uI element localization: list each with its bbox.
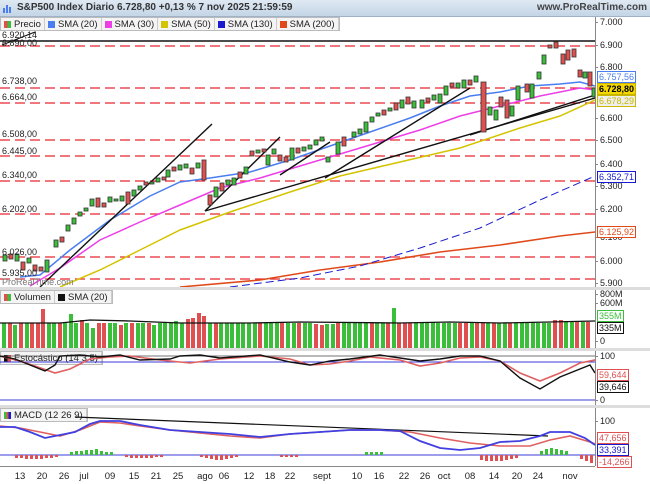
macd-legend: MACD (12 26 9) bbox=[0, 408, 88, 422]
time-axis[interactable]: 13 20 26 jul 09 15 21 25 ago 06 12 18 22… bbox=[0, 466, 595, 484]
support-resistance-lines bbox=[0, 45, 595, 280]
sma20-value-tag: 6.757,56 bbox=[597, 71, 637, 83]
legend-volumen[interactable]: Volumen bbox=[1, 291, 55, 303]
volume-sma-value-tag: 335M bbox=[597, 322, 624, 334]
level-label: 6.445,00 bbox=[2, 146, 38, 156]
legend-macd[interactable]: MACD (12 26 9) bbox=[1, 409, 87, 421]
sma20-swatch-icon bbox=[47, 20, 55, 28]
sma30-swatch-icon bbox=[104, 20, 112, 28]
macd-histogram bbox=[15, 448, 593, 463]
volume-sma-line bbox=[0, 319, 595, 324]
legend-sma130[interactable]: SMA (130) bbox=[215, 18, 277, 30]
sma130-value-tag: 6.352,71 bbox=[597, 171, 637, 183]
watermark: ProRealTime.com bbox=[2, 277, 74, 287]
macd-swatch-icon bbox=[4, 411, 11, 419]
stochastic-d-value-tag: 59,644 bbox=[597, 369, 629, 381]
level-label: 6.890,00 bbox=[2, 38, 38, 48]
site-link[interactable]: www.ProRealTime.com bbox=[536, 2, 647, 13]
chart-title: S&P500 Index Diario 6.728,80 +0,13 % 7 n… bbox=[17, 2, 293, 13]
panel-separator[interactable] bbox=[0, 348, 650, 351]
level-label: 6.202,00 bbox=[2, 204, 38, 214]
volume-swatch-icon bbox=[4, 293, 11, 301]
level-label: 6.340,00 bbox=[2, 170, 38, 180]
chart-logo-icon bbox=[3, 5, 11, 13]
level-label: 6.664,00 bbox=[2, 92, 38, 102]
panel-separator[interactable] bbox=[0, 405, 650, 408]
level-label: 6.738,00 bbox=[2, 76, 38, 86]
sma50-value-tag: 6.678,29 bbox=[597, 95, 637, 107]
macd-signal-value-tag: 47,656 bbox=[597, 432, 629, 444]
precio-swatch-icon bbox=[4, 20, 11, 28]
volume-sma-swatch-icon bbox=[57, 293, 65, 301]
level-label: 6.508,00 bbox=[2, 129, 38, 139]
macd-chart[interactable] bbox=[0, 408, 595, 466]
volume-legend: Volumen SMA (20) bbox=[0, 290, 113, 304]
volume-chart[interactable] bbox=[0, 290, 595, 348]
current-price-tag: 6.728,80 bbox=[597, 83, 637, 95]
stochastic-chart[interactable] bbox=[0, 351, 595, 405]
sma50-swatch-icon bbox=[161, 20, 169, 28]
sma200-value-tag: 6.125,92 bbox=[597, 226, 637, 238]
volume-value-tag: 355M bbox=[597, 310, 624, 322]
volume-axis[interactable]: 800M 600M 0 355M 335M bbox=[594, 289, 650, 348]
level-label: 6.920,14 bbox=[2, 30, 38, 40]
sma130-swatch-icon bbox=[217, 20, 225, 28]
legend-sma200[interactable]: SMA (200) bbox=[277, 18, 339, 30]
macd-value-tag: 33,391 bbox=[597, 444, 629, 456]
legend-sma50[interactable]: SMA (50) bbox=[158, 18, 215, 30]
volume-bars bbox=[2, 308, 590, 348]
legend-sma30[interactable]: SMA (30) bbox=[102, 18, 159, 30]
macd-axis[interactable]: 100 47,656 33,391 -14,266 bbox=[594, 408, 650, 468]
level-label: 6.026,00 bbox=[2, 247, 38, 257]
sma200-swatch-icon bbox=[279, 20, 287, 28]
stochastic-axis[interactable]: 100 0 59,644 39,646 bbox=[594, 351, 650, 405]
stochastic-k-value-tag: 39,646 bbox=[597, 381, 629, 393]
title-bar: S&P500 Index Diario 6.728,80 +0,13 % 7 n… bbox=[0, 0, 650, 17]
legend-volume-sma[interactable]: SMA (20) bbox=[55, 291, 112, 303]
legend-precio[interactable]: Precio bbox=[1, 18, 45, 30]
macd-histogram-value-tag: -14,266 bbox=[597, 456, 632, 468]
candlesticks bbox=[2, 41, 595, 273]
level-label: 5.935,00 bbox=[2, 268, 38, 278]
price-chart[interactable] bbox=[0, 17, 595, 287]
macd-line bbox=[0, 420, 595, 451]
price-axis[interactable]: 7.000 6.900 6.800 6.600 6.500 6.400 6.30… bbox=[595, 17, 650, 288]
panel-separator[interactable] bbox=[0, 287, 650, 290]
price-legend: Precio SMA (20) SMA (30) SMA (50) SMA (1… bbox=[0, 17, 340, 31]
legend-sma20[interactable]: SMA (20) bbox=[45, 18, 102, 30]
